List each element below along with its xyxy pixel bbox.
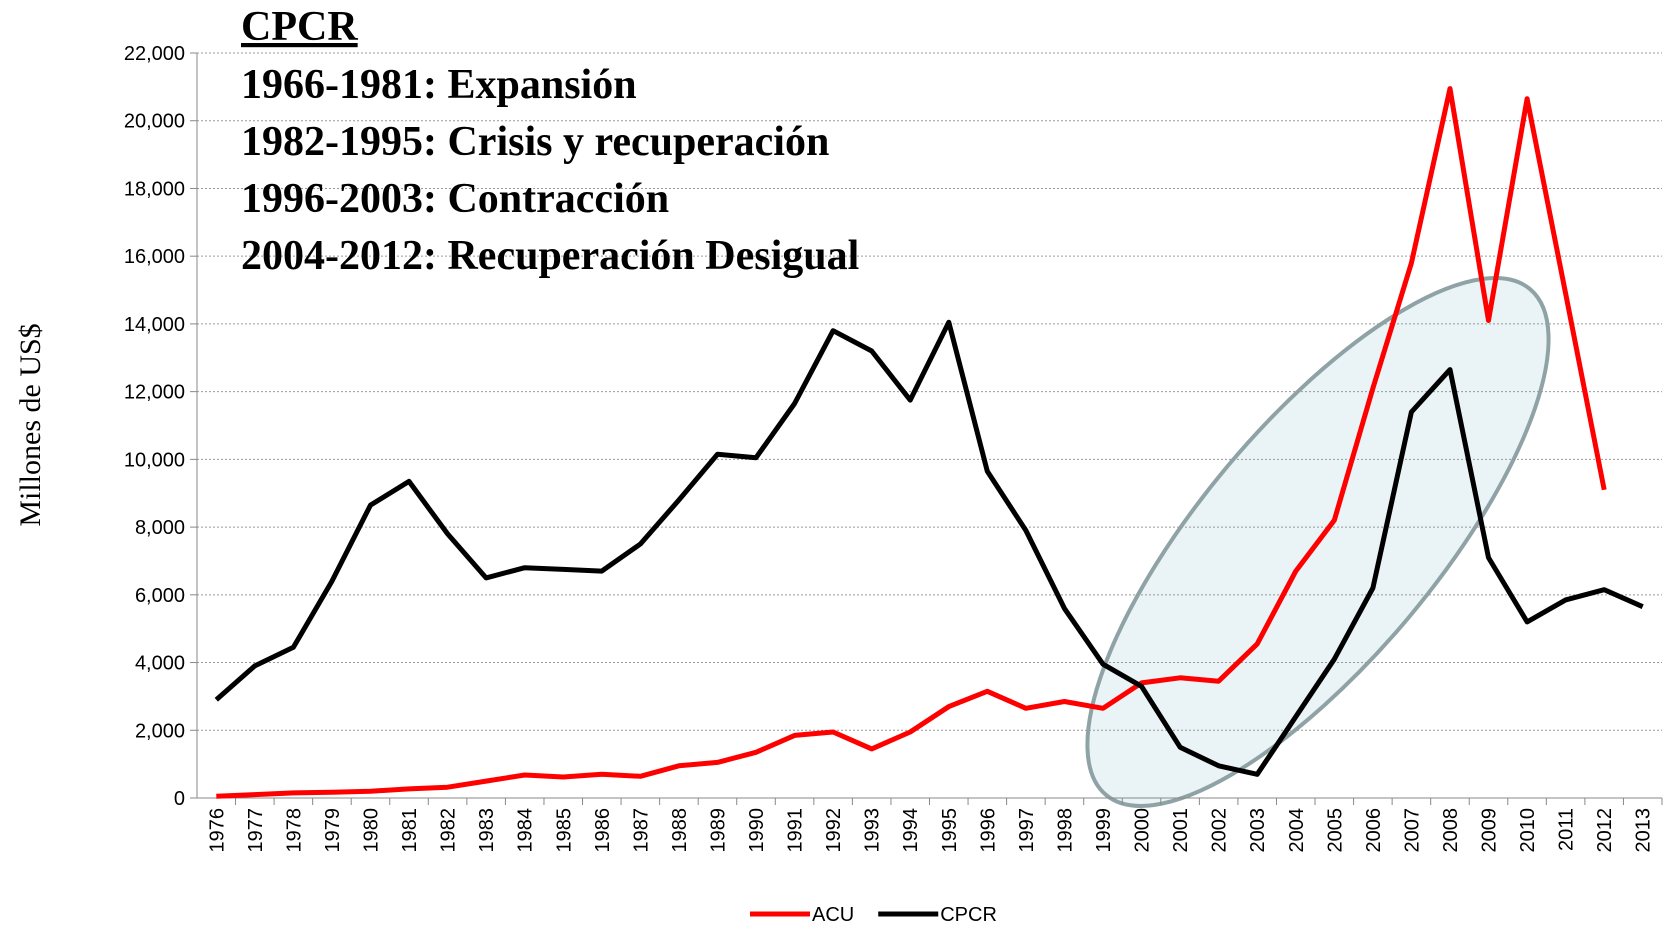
x-tick-label: 2012 <box>1594 808 1616 853</box>
x-tick-label: 1984 <box>515 808 537 853</box>
x-tick-label: 1985 <box>553 808 575 853</box>
x-tick-label: 1977 <box>245 808 267 853</box>
y-tick-label: 12,000 <box>124 382 185 404</box>
x-tick-label: 2008 <box>1440 808 1462 853</box>
x-tick-label: 1997 <box>1016 808 1038 853</box>
x-tick-label: 2013 <box>1633 808 1655 853</box>
annotation: 2004-2012: Recuperación Desigual <box>241 233 859 279</box>
x-tick-label: 1990 <box>746 808 768 853</box>
y-tick-label: 16,000 <box>124 246 185 268</box>
y-tick-label: 22,000 <box>124 43 185 65</box>
x-tick-label: 1994 <box>900 808 922 853</box>
x-tick-label: 1996 <box>977 808 999 853</box>
x-tick-label: 2011 <box>1556 808 1578 851</box>
y-axis-label: Millones de US$ <box>14 323 47 526</box>
y-tick-label: 0 <box>174 788 185 810</box>
x-tick-label: 1976 <box>206 808 228 853</box>
x-tick-label: 1978 <box>283 808 305 853</box>
x-tick-label: 1983 <box>476 808 498 853</box>
x-tick-label: 2001 <box>1170 808 1192 853</box>
series-line <box>216 86 1607 799</box>
x-tick-label: 1991 <box>785 808 807 853</box>
y-tick-label: 14,000 <box>124 314 185 336</box>
x-tick-label: 1993 <box>862 808 884 853</box>
chart-title: CPCR <box>241 4 358 50</box>
x-tick-label: 2003 <box>1247 808 1269 853</box>
series-line <box>214 319 1644 777</box>
x-tick-label: 2004 <box>1286 808 1308 853</box>
y-tick-label: 6,000 <box>135 585 185 607</box>
annotation: 1966-1981: Expansión <box>241 62 637 108</box>
x-tick-label: 2010 <box>1517 808 1539 853</box>
y-tick-label: 10,000 <box>124 449 185 471</box>
legend-label: ACU <box>812 904 854 926</box>
x-tick-label: 1982 <box>438 808 460 853</box>
x-tick-label: 1995 <box>939 808 961 853</box>
x-tick-label: 1986 <box>592 808 614 853</box>
y-tick-label: 2,000 <box>135 720 185 742</box>
x-tick-label: 1981 <box>399 808 421 853</box>
annotation: 1996-2003: Contracción <box>241 176 669 222</box>
x-tick-label: 1987 <box>630 808 652 853</box>
x-tick-label: 2000 <box>1132 808 1154 853</box>
x-tick-label: 2002 <box>1209 808 1231 853</box>
y-tick-label: 4,000 <box>135 653 185 675</box>
annotation: 1982-1995: Crisis y recuperación <box>241 119 829 165</box>
x-tick-label: 2005 <box>1324 808 1346 853</box>
x-tick-label: 2007 <box>1401 808 1423 853</box>
x-tick-label: 1992 <box>823 808 845 853</box>
y-tick-label: 18,000 <box>124 178 185 200</box>
x-tick-label: 1980 <box>360 808 382 853</box>
legend-label: CPCR <box>940 904 997 926</box>
x-tick-label: 1998 <box>1054 808 1076 853</box>
x-tick-label: 2009 <box>1479 808 1501 853</box>
x-tick-label: 1979 <box>322 808 344 853</box>
x-tick-label: 2006 <box>1363 808 1385 853</box>
x-tick-label: 1999 <box>1093 808 1115 853</box>
x-tick-label: 1988 <box>669 808 691 853</box>
y-tick-label: 20,000 <box>124 111 185 133</box>
x-tick-label: 1989 <box>707 808 729 853</box>
y-tick-label: 8,000 <box>135 517 185 539</box>
